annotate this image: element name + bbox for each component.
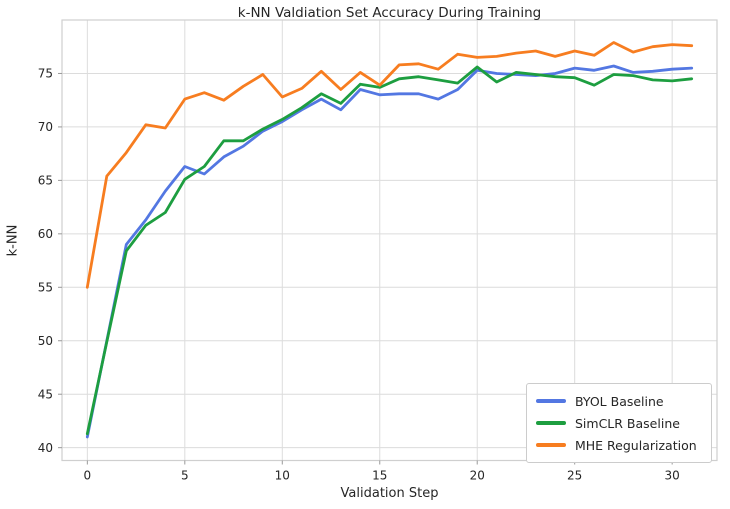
plot-border: [61, 19, 718, 462]
x-tick-label: 0: [84, 469, 92, 483]
y-tick-label: 70: [38, 120, 53, 134]
x-axis-label: Validation Step: [340, 486, 439, 501]
x-tick-label: 10: [275, 469, 290, 483]
legend-item-byol: BYOL Baseline: [536, 390, 701, 412]
x-tick-label: 20: [470, 469, 485, 483]
x-tick-label: 30: [665, 469, 680, 483]
y-tick-label: 55: [38, 280, 53, 294]
series-line-mhe-regularization: [85, 41, 694, 289]
x-tick-label: 15: [372, 469, 387, 483]
chart-title: k-NN Valdiation Set Accuracy During Trai…: [237, 5, 542, 21]
y-tick-label: 40: [38, 441, 53, 455]
y-tick-label: 60: [38, 227, 53, 241]
x-tick-label: 25: [567, 469, 582, 483]
legend: BYOL Baseline SimCLR Baseline MHE Regula…: [526, 383, 712, 463]
legend-label: SimCLR Baseline: [575, 415, 680, 431]
x-tick-label: 5: [181, 469, 189, 483]
legend-label: MHE Regularization: [575, 437, 697, 453]
series-line-byol-baseline: [85, 64, 694, 439]
legend-line-swatch-mhe: [536, 443, 566, 447]
legend-label: BYOL Baseline: [575, 393, 664, 409]
y-tick-label: 45: [38, 387, 53, 401]
legend-item-mhe: MHE Regularization: [536, 434, 701, 456]
legend-item-simclr: SimCLR Baseline: [536, 412, 701, 434]
legend-line-swatch-byol: [536, 399, 566, 403]
y-axis-label: k-NN: [5, 224, 21, 257]
legend-line-swatch-simclr: [536, 421, 566, 425]
y-tick-label: 50: [38, 334, 53, 348]
series-line-simclr-baseline: [85, 65, 694, 436]
y-tick-label: 75: [38, 67, 53, 81]
y-tick-label: 65: [38, 174, 53, 188]
